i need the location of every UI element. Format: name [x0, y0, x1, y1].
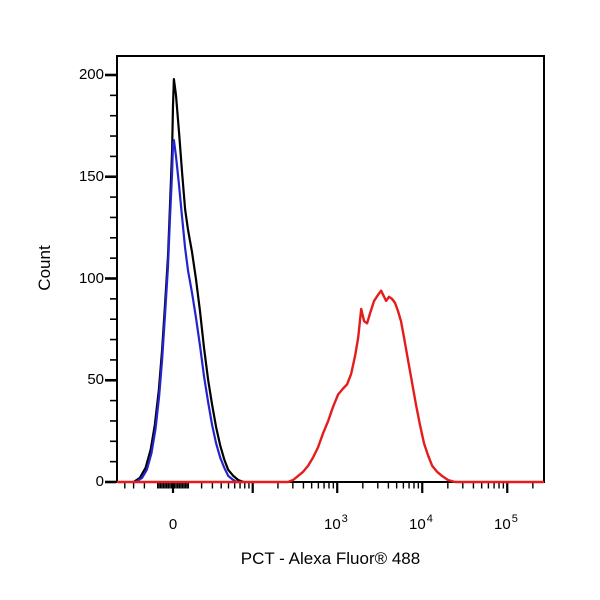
x-tick-label-10e4: 104	[409, 513, 433, 535]
x-axis-ticks	[124, 483, 534, 493]
x-tick-label-0: 0	[168, 516, 178, 533]
histogram-curve-red	[116, 289, 545, 484]
histogram-curves	[116, 78, 545, 484]
histogram-curve-black	[132, 78, 245, 484]
x-tick-label-10e5: 105	[494, 513, 518, 535]
y-tick-label-150: 150	[78, 167, 104, 185]
x-tick-label-exponent: 4	[426, 513, 433, 525]
x-tick-label-exponent: 3	[341, 513, 348, 525]
x-tick-label-10e3: 103	[323, 513, 348, 535]
y-tick-label-100: 100	[78, 269, 104, 287]
y-axis-ticks	[105, 73, 116, 484]
x-tick-label-exponent: 5	[511, 513, 518, 525]
y-axis-title: Count	[35, 245, 54, 291]
x-tick-label-base: 10	[494, 516, 511, 533]
x-tick-label-base: 10	[323, 516, 341, 533]
x-axis-title: PCT - Alexa Fluor® 488	[240, 549, 421, 568]
x-tick-label-base: 10	[409, 516, 426, 533]
histogram-curve-blue	[134, 139, 238, 484]
y-tick-label-0: 0	[95, 473, 104, 490]
plot-frame	[116, 55, 545, 483]
y-tick-label-50: 50	[87, 371, 104, 389]
y-tick-label-200: 200	[78, 66, 104, 83]
